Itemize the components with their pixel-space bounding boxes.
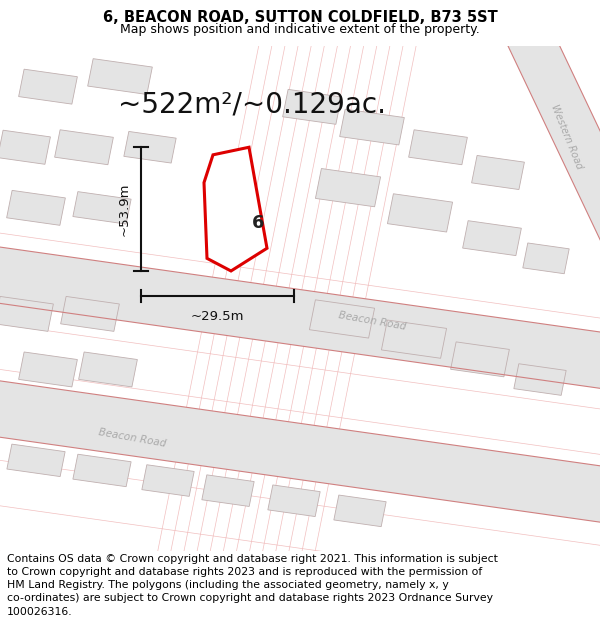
Bar — [142, 465, 194, 496]
Text: Contains OS data © Crown copyright and database right 2021. This information is : Contains OS data © Crown copyright and d… — [7, 554, 498, 616]
Bar — [73, 192, 131, 224]
Polygon shape — [204, 148, 267, 271]
Bar — [79, 352, 137, 387]
Polygon shape — [0, 244, 600, 392]
Bar — [19, 69, 77, 104]
Text: Beacon Road: Beacon Road — [337, 311, 407, 332]
Bar — [268, 485, 320, 516]
Bar — [523, 243, 569, 274]
Bar — [124, 131, 176, 163]
Bar — [19, 352, 77, 387]
Bar — [73, 454, 131, 487]
Bar — [55, 130, 113, 165]
Bar — [0, 130, 50, 164]
Text: 6, BEACON ROAD, SUTTON COLDFIELD, B73 5ST: 6, BEACON ROAD, SUTTON COLDFIELD, B73 5S… — [103, 10, 497, 25]
Text: Western Road: Western Road — [550, 103, 584, 171]
Text: ~53.9m: ~53.9m — [117, 182, 130, 236]
Bar — [7, 191, 65, 226]
Text: ~522m²/~0.129ac.: ~522m²/~0.129ac. — [118, 91, 386, 118]
Bar — [340, 109, 404, 145]
Bar — [0, 296, 53, 331]
Bar — [310, 300, 374, 338]
Bar — [463, 221, 521, 256]
Bar — [61, 296, 119, 331]
Bar — [88, 59, 152, 94]
Bar — [202, 475, 254, 506]
Bar — [334, 495, 386, 527]
Bar — [388, 194, 452, 232]
Text: ~29.5m: ~29.5m — [191, 311, 244, 323]
Bar — [514, 364, 566, 396]
Bar — [382, 320, 446, 358]
Bar — [283, 89, 341, 124]
Bar — [451, 342, 509, 377]
Text: Map shows position and indicative extent of the property.: Map shows position and indicative extent… — [120, 23, 480, 36]
Bar — [472, 156, 524, 189]
Text: Beacon Road: Beacon Road — [97, 427, 167, 449]
Text: 6: 6 — [252, 214, 264, 232]
Bar — [409, 130, 467, 165]
Bar — [316, 169, 380, 207]
Bar — [7, 444, 65, 477]
Polygon shape — [500, 14, 600, 256]
Polygon shape — [0, 378, 600, 526]
